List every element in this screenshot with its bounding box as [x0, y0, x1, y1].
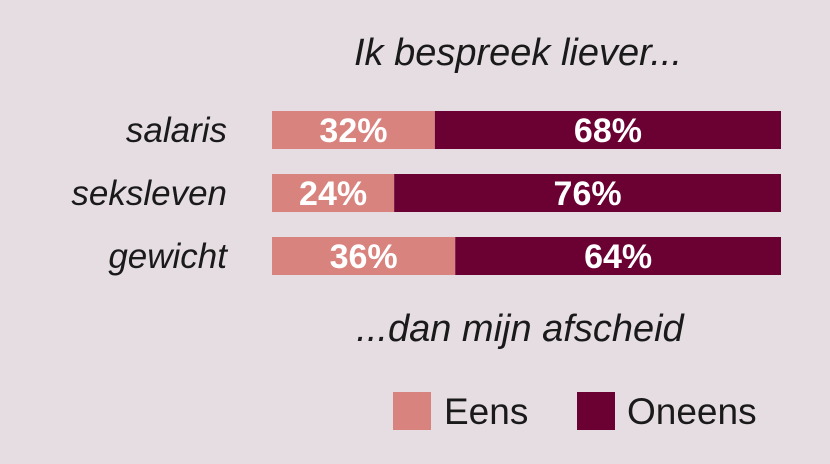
legend-swatch-eens: [393, 392, 431, 430]
legend-swatch-oneens: [577, 392, 615, 430]
bar-oneens-salaris: [434, 111, 781, 149]
category-label-salaris: salaris: [126, 111, 227, 150]
chart-title: Ik bespreek liever...: [354, 32, 682, 74]
bar-eens-seksleven: [272, 174, 395, 212]
data-label-oneens-seksleven: 76%: [554, 175, 622, 213]
data-label-oneens-gewicht: 64%: [584, 238, 652, 276]
bar-eens-salaris: [272, 111, 435, 149]
bar-oneens-seksleven: [394, 174, 781, 212]
chart-subtitle: ...dan mijn afscheid: [356, 308, 685, 350]
data-label-eens-gewicht: 36%: [330, 238, 398, 276]
data-label-eens-seksleven: 24%: [299, 175, 367, 213]
category-label-seksleven: seksleven: [71, 174, 227, 213]
legend-label-oneens: Oneens: [627, 391, 757, 432]
bar-oneens-gewicht: [455, 237, 781, 275]
category-label-gewicht: gewicht: [108, 237, 228, 276]
data-label-eens-salaris: 32%: [319, 112, 387, 150]
legend: Eens Oneens: [393, 391, 757, 432]
legend-label-eens: Eens: [444, 391, 528, 432]
data-label-oneens-salaris: 68%: [574, 112, 642, 150]
bar-eens-gewicht: [272, 237, 456, 275]
bars-group: salaris 32% 68% seksleven 24% 76% gewicht 36% 64…: [71, 111, 781, 276]
